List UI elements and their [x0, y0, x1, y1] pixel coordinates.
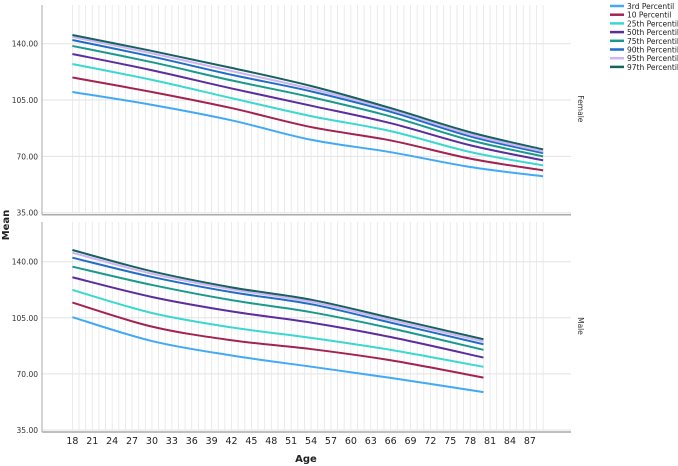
- x-axis-title: Age: [295, 454, 317, 465]
- plot-area: [42, 222, 571, 432]
- y-tick-label: 70.00: [17, 152, 39, 161]
- series-line-4: [72, 265, 484, 351]
- legend-label: 50th Percentil: [627, 28, 678, 37]
- x-tick-label: 66: [385, 436, 397, 447]
- x-tick-label: 78: [464, 436, 476, 447]
- panel-female: 35.00 70.00 105.00 140.00 Female: [12, 5, 585, 218]
- series-line-2: [72, 288, 484, 368]
- x-tick-label: 36: [186, 436, 198, 447]
- series-line-0: [72, 90, 544, 178]
- y-tick-label: 140.00: [12, 258, 38, 267]
- y-tick-label: 105.00: [12, 314, 38, 323]
- series-line-6: [72, 35, 544, 153]
- x-tick-label: 54: [305, 436, 317, 447]
- x-tick-label: 42: [225, 436, 237, 447]
- x-tick-label: 24: [106, 436, 118, 447]
- x-tick-label: 48: [265, 436, 277, 447]
- series-line-0: [72, 316, 484, 394]
- legend-label: 10 Percentil: [627, 11, 671, 20]
- x-tick-label: 45: [245, 436, 257, 447]
- legend-label: 97th Percentil: [627, 63, 678, 72]
- y-tick-label: 105.00: [12, 96, 38, 105]
- x-tick-label: 81: [484, 436, 496, 447]
- panel-label: Female: [576, 95, 585, 123]
- y-tick-label: 35.00: [17, 426, 39, 435]
- series-line-5: [72, 256, 484, 346]
- x-tick-label: 84: [504, 436, 516, 447]
- x-tick-label: 33: [166, 436, 178, 447]
- x-tick-label: 69: [404, 436, 416, 447]
- y-tick-label: 70.00: [17, 370, 39, 379]
- x-tick-label: 60: [345, 436, 357, 447]
- y-tick-label: 35.00: [17, 209, 39, 218]
- x-tick-label: 57: [325, 436, 337, 447]
- legend-label: 95th Percentil: [627, 54, 678, 63]
- series-line-1: [72, 301, 484, 379]
- y-tick-label: 140.00: [12, 40, 38, 49]
- panel-label: Male: [576, 317, 585, 335]
- x-tick-label: 27: [126, 436, 138, 447]
- legend-label: 90th Percentil: [627, 46, 678, 55]
- x-tick-label: 87: [524, 436, 536, 447]
- x-tick-label: 72: [424, 436, 436, 447]
- series-line-5: [72, 39, 544, 155]
- y-axis-title: Mean: [1, 210, 12, 241]
- x-tick-label: 75: [444, 436, 456, 447]
- legend-label: 75th Percentil: [627, 37, 678, 46]
- series-line-2: [72, 62, 544, 167]
- series-line-1: [72, 76, 544, 172]
- x-tick-label: 18: [66, 436, 78, 447]
- x-tick-label: 21: [86, 436, 98, 447]
- x-tick-label: 51: [285, 436, 297, 447]
- series-line-6: [72, 251, 484, 343]
- series-line-7: [72, 34, 544, 151]
- x-tick-label: 39: [206, 436, 218, 447]
- series-line-4: [72, 44, 544, 158]
- legend-label: 3rd Percentil: [627, 2, 674, 11]
- x-tick-label: 30: [146, 436, 158, 447]
- legend-label: 25th Percentil: [627, 19, 678, 28]
- series-line-7: [72, 249, 484, 341]
- series-line-3: [72, 53, 544, 162]
- x-tick-label: 63: [365, 436, 377, 447]
- series-line-3: [72, 276, 484, 359]
- plot-area: [42, 5, 571, 215]
- panel-male: 35.00 70.00 105.00 140.00 Male: [12, 222, 585, 435]
